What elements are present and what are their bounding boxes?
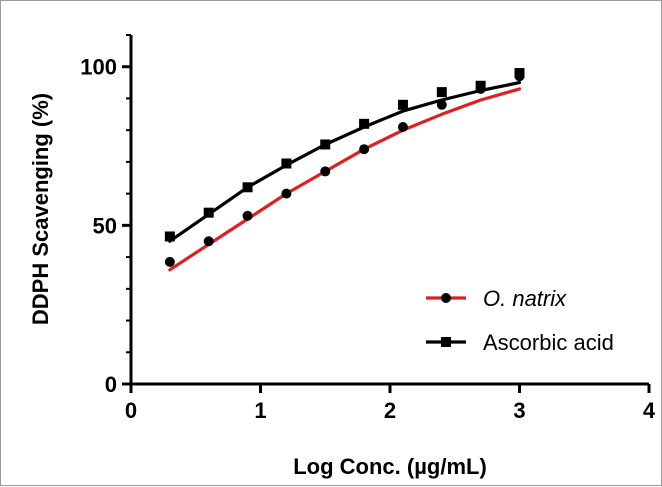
data-point-o-natrix (320, 166, 331, 177)
legend-marker-ascorbic-acid (441, 337, 451, 347)
data-point-o-natrix (242, 210, 253, 221)
y-tick-label: 100 (80, 55, 117, 80)
x-tick-label: 1 (254, 398, 266, 423)
legend-item-ascorbic-acid: Ascorbic acid (426, 330, 614, 355)
data-point-ascorbic-acid (475, 80, 486, 91)
axes: 0 1 2 3 4 0 50 100 (80, 34, 656, 423)
legend: O. natrix Ascorbic acid (426, 286, 614, 355)
data-point-ascorbic-acid (320, 139, 331, 150)
data-point-o-natrix (203, 236, 214, 247)
data-point-ascorbic-acid (242, 182, 253, 193)
fit-curves (168, 80, 522, 272)
legend-item-o-natrix: O. natrix (426, 286, 567, 311)
data-point-o-natrix (359, 144, 370, 155)
x-tick-label: 2 (384, 398, 396, 423)
x-tick-label: 4 (643, 398, 656, 423)
data-point-ascorbic-acid (359, 118, 370, 129)
fit-curve-ascorbic-acid (168, 80, 522, 243)
data-point-o-natrix (281, 188, 292, 199)
x-axis-title: Log Conc. (µg/mL) (293, 454, 487, 479)
x-tick-label: 3 (513, 398, 525, 423)
fit-curve-o-natrix (168, 87, 522, 272)
data-point-ascorbic-acid (436, 87, 447, 98)
x-tick-label: 0 (125, 398, 137, 423)
legend-label-o-natrix: O. natrix (483, 286, 567, 311)
data-point-ascorbic-acid (397, 99, 408, 110)
data-point-o-natrix (164, 256, 175, 267)
data-point-ascorbic-acid (164, 231, 175, 242)
data-point-ascorbic-acid (514, 68, 525, 79)
data-point-o-natrix (436, 99, 447, 110)
y-tick-label: 50 (93, 213, 117, 238)
legend-marker-o-natrix (441, 293, 451, 303)
data-point-o-natrix (397, 122, 408, 133)
data-point-ascorbic-acid (281, 158, 292, 169)
y-tick-label: 0 (105, 372, 117, 397)
legend-label-ascorbic-acid: Ascorbic acid (483, 330, 614, 355)
y-axis-title: DDPH Scavenging (%) (28, 93, 53, 325)
data-point-ascorbic-acid (203, 207, 214, 218)
data-points (164, 68, 525, 267)
